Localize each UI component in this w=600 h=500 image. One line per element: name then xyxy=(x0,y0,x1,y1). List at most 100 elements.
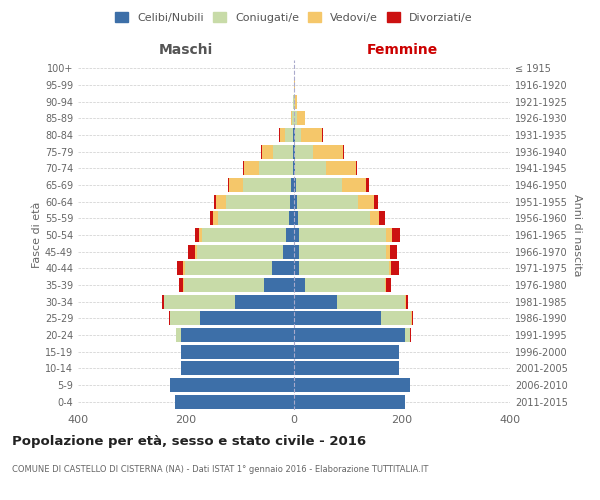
Y-axis label: Anni di nascita: Anni di nascita xyxy=(572,194,581,276)
Bar xyxy=(184,261,185,276)
Bar xyxy=(214,194,216,209)
Bar xyxy=(390,244,397,259)
Bar xyxy=(356,162,357,175)
Bar xyxy=(294,261,299,276)
Bar xyxy=(294,244,299,259)
Bar xyxy=(162,294,164,308)
Bar xyxy=(293,162,294,175)
Bar xyxy=(299,228,386,242)
Bar xyxy=(297,194,358,209)
Bar xyxy=(379,211,385,226)
Bar xyxy=(294,344,400,359)
Bar xyxy=(294,162,295,175)
Bar xyxy=(286,128,293,142)
Bar xyxy=(299,244,386,259)
Bar xyxy=(283,244,294,259)
Bar xyxy=(228,178,229,192)
Text: COMUNE DI CASTELLO DI CISTERNA (NA) - Dati ISTAT 1° gennaio 2016 - Elaborazione : COMUNE DI CASTELLO DI CISTERNA (NA) - Da… xyxy=(12,465,428,474)
Bar xyxy=(259,162,293,175)
Bar xyxy=(235,294,294,308)
Bar xyxy=(385,278,386,292)
Bar xyxy=(194,228,199,242)
Bar xyxy=(170,378,294,392)
Bar xyxy=(244,162,259,175)
Bar xyxy=(294,112,296,126)
Bar xyxy=(175,394,294,409)
Bar xyxy=(199,228,202,242)
Bar xyxy=(176,328,181,342)
Bar xyxy=(295,94,297,109)
Bar xyxy=(294,278,305,292)
Bar xyxy=(406,294,409,308)
Bar xyxy=(294,228,299,242)
Bar xyxy=(290,194,294,209)
Bar xyxy=(197,244,283,259)
Bar xyxy=(367,178,368,192)
Bar xyxy=(164,294,235,308)
Bar xyxy=(265,278,294,292)
Bar xyxy=(291,112,292,126)
Bar xyxy=(286,228,294,242)
Text: Popolazione per età, sesso e stato civile - 2016: Popolazione per età, sesso e stato civil… xyxy=(12,435,366,448)
Bar xyxy=(188,244,194,259)
Bar xyxy=(294,294,337,308)
Bar xyxy=(261,144,262,159)
Bar xyxy=(358,194,374,209)
Bar xyxy=(294,178,296,192)
Bar xyxy=(294,394,404,409)
Bar xyxy=(412,311,413,326)
Bar xyxy=(296,112,305,126)
Bar xyxy=(272,261,294,276)
Bar xyxy=(386,244,390,259)
Bar xyxy=(262,144,273,159)
Bar xyxy=(292,112,294,126)
Bar xyxy=(169,311,170,326)
Bar xyxy=(243,162,244,175)
Bar xyxy=(177,261,184,276)
Bar xyxy=(404,328,410,342)
Bar xyxy=(218,211,289,226)
Bar xyxy=(292,178,294,192)
Y-axis label: Fasce di età: Fasce di età xyxy=(32,202,42,268)
Bar xyxy=(389,261,391,276)
Bar xyxy=(298,211,370,226)
Bar xyxy=(404,294,406,308)
Bar xyxy=(326,162,356,175)
Bar xyxy=(294,378,410,392)
Bar xyxy=(295,128,301,142)
Bar xyxy=(301,128,322,142)
Bar xyxy=(294,328,404,342)
Text: Maschi: Maschi xyxy=(159,42,213,56)
Bar xyxy=(199,311,294,326)
Bar xyxy=(294,311,382,326)
Bar xyxy=(179,278,184,292)
Bar xyxy=(370,211,379,226)
Bar xyxy=(194,244,197,259)
Bar xyxy=(391,261,399,276)
Bar xyxy=(226,194,290,209)
Bar xyxy=(210,211,213,226)
Bar xyxy=(386,228,392,242)
Bar xyxy=(374,194,378,209)
Bar xyxy=(213,211,218,226)
Bar xyxy=(181,361,294,376)
Legend: Celibi/Nubili, Coniugati/e, Vedovi/e, Divorziati/e: Celibi/Nubili, Coniugati/e, Vedovi/e, Di… xyxy=(111,8,477,28)
Bar xyxy=(305,278,385,292)
Bar xyxy=(392,228,400,242)
Bar xyxy=(243,178,292,192)
Bar xyxy=(386,278,391,292)
Bar xyxy=(294,361,400,376)
Bar xyxy=(294,194,297,209)
Bar xyxy=(185,261,272,276)
Bar xyxy=(342,178,367,192)
Bar xyxy=(322,128,323,142)
Bar xyxy=(202,228,286,242)
Bar xyxy=(295,144,313,159)
Bar xyxy=(299,261,389,276)
Bar xyxy=(337,294,404,308)
Bar xyxy=(343,144,344,159)
Bar xyxy=(313,144,343,159)
Bar xyxy=(280,128,286,142)
Bar xyxy=(229,178,242,192)
Bar xyxy=(170,311,199,326)
